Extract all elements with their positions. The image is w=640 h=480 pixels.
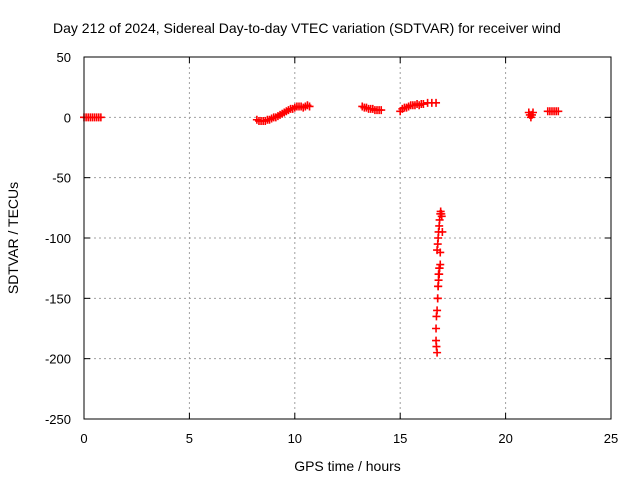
data-point bbox=[432, 324, 441, 333]
data-point bbox=[377, 106, 386, 115]
y-tick-label: 0 bbox=[64, 110, 71, 125]
data-point bbox=[305, 102, 314, 111]
x-tick-label: 15 bbox=[393, 431, 407, 446]
y-tick-label: -250 bbox=[45, 412, 71, 427]
data-point bbox=[436, 248, 445, 257]
x-tick-label: 10 bbox=[288, 431, 302, 446]
data-point bbox=[432, 98, 441, 107]
x-tick-label: 25 bbox=[604, 431, 618, 446]
data-point bbox=[433, 294, 442, 303]
axis-ticks: 0 5 10 15 20 25 50 0 -50 -100 -150 -200 -250 bbox=[45, 50, 618, 446]
y-tick-label: 50 bbox=[57, 50, 71, 65]
data-point bbox=[554, 107, 563, 116]
y-tick-label: -100 bbox=[45, 231, 71, 246]
data-point bbox=[436, 260, 445, 269]
grid-lines bbox=[84, 57, 611, 419]
x-tick-label: 0 bbox=[80, 431, 87, 446]
data-point bbox=[529, 108, 538, 117]
y-tick-label: -150 bbox=[45, 291, 71, 306]
x-axis-label: GPS time / hours bbox=[294, 458, 401, 474]
data-point bbox=[433, 348, 442, 357]
y-tick-label: -50 bbox=[52, 171, 71, 186]
data-point bbox=[96, 113, 105, 122]
y-axis-label: SDTVAR / TECUs bbox=[5, 182, 21, 294]
data-point bbox=[419, 100, 428, 109]
data-point bbox=[438, 227, 447, 236]
y-tick-label: -200 bbox=[45, 352, 71, 367]
data-point bbox=[437, 212, 446, 221]
data-points bbox=[80, 98, 563, 357]
data-point bbox=[432, 312, 441, 321]
chart-title: Day 212 of 2024, Sidereal Day-to-day VTE… bbox=[53, 20, 561, 36]
plot-area-border bbox=[83, 56, 612, 420]
x-tick-label: 20 bbox=[498, 431, 512, 446]
x-tick-label: 5 bbox=[186, 431, 193, 446]
